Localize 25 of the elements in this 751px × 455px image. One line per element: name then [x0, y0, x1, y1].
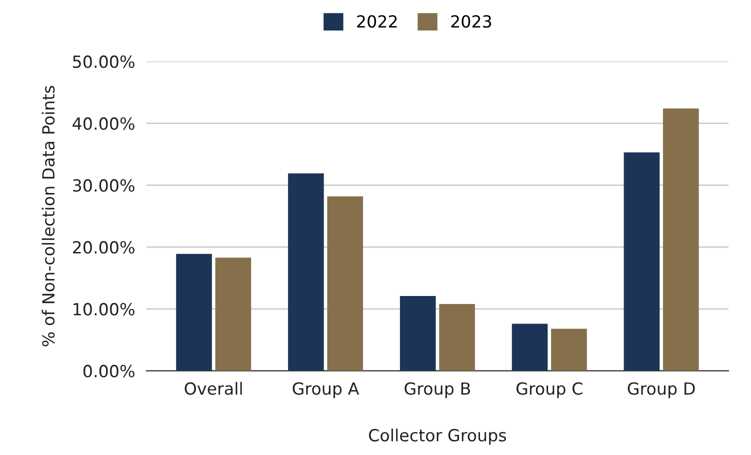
x-tick-label: Group C — [516, 382, 582, 398]
y-axis-title: % of Non-collection Data Points — [42, 86, 55, 346]
bar — [439, 304, 475, 371]
x-tick-label: Overall — [184, 382, 242, 395]
bar — [551, 328, 587, 371]
bar — [624, 152, 660, 371]
y-tick-label: 50.00% — [73, 55, 134, 68]
x-tick-label: Group D — [628, 382, 695, 398]
bar — [215, 258, 252, 371]
y-tick-label: 10.00% — [74, 302, 134, 316]
x-tick-label: Group A — [292, 382, 360, 398]
bar — [512, 324, 548, 371]
bar — [400, 296, 436, 371]
x-axis-title: Collector Groups — [368, 428, 506, 445]
bar — [176, 254, 212, 371]
bar — [327, 196, 364, 371]
y-tick-label: 40.00% — [72, 117, 134, 130]
x-tick-label: Group B — [404, 382, 470, 398]
y-tick-label: 20.00% — [73, 241, 134, 254]
y-tick-label: 0.00% — [83, 364, 134, 378]
legend-label: 2023 — [451, 15, 492, 28]
legend-label: 2022 — [357, 15, 397, 28]
bar — [662, 108, 699, 371]
y-tick-label: 30.00% — [73, 179, 134, 192]
bar — [288, 173, 324, 371]
